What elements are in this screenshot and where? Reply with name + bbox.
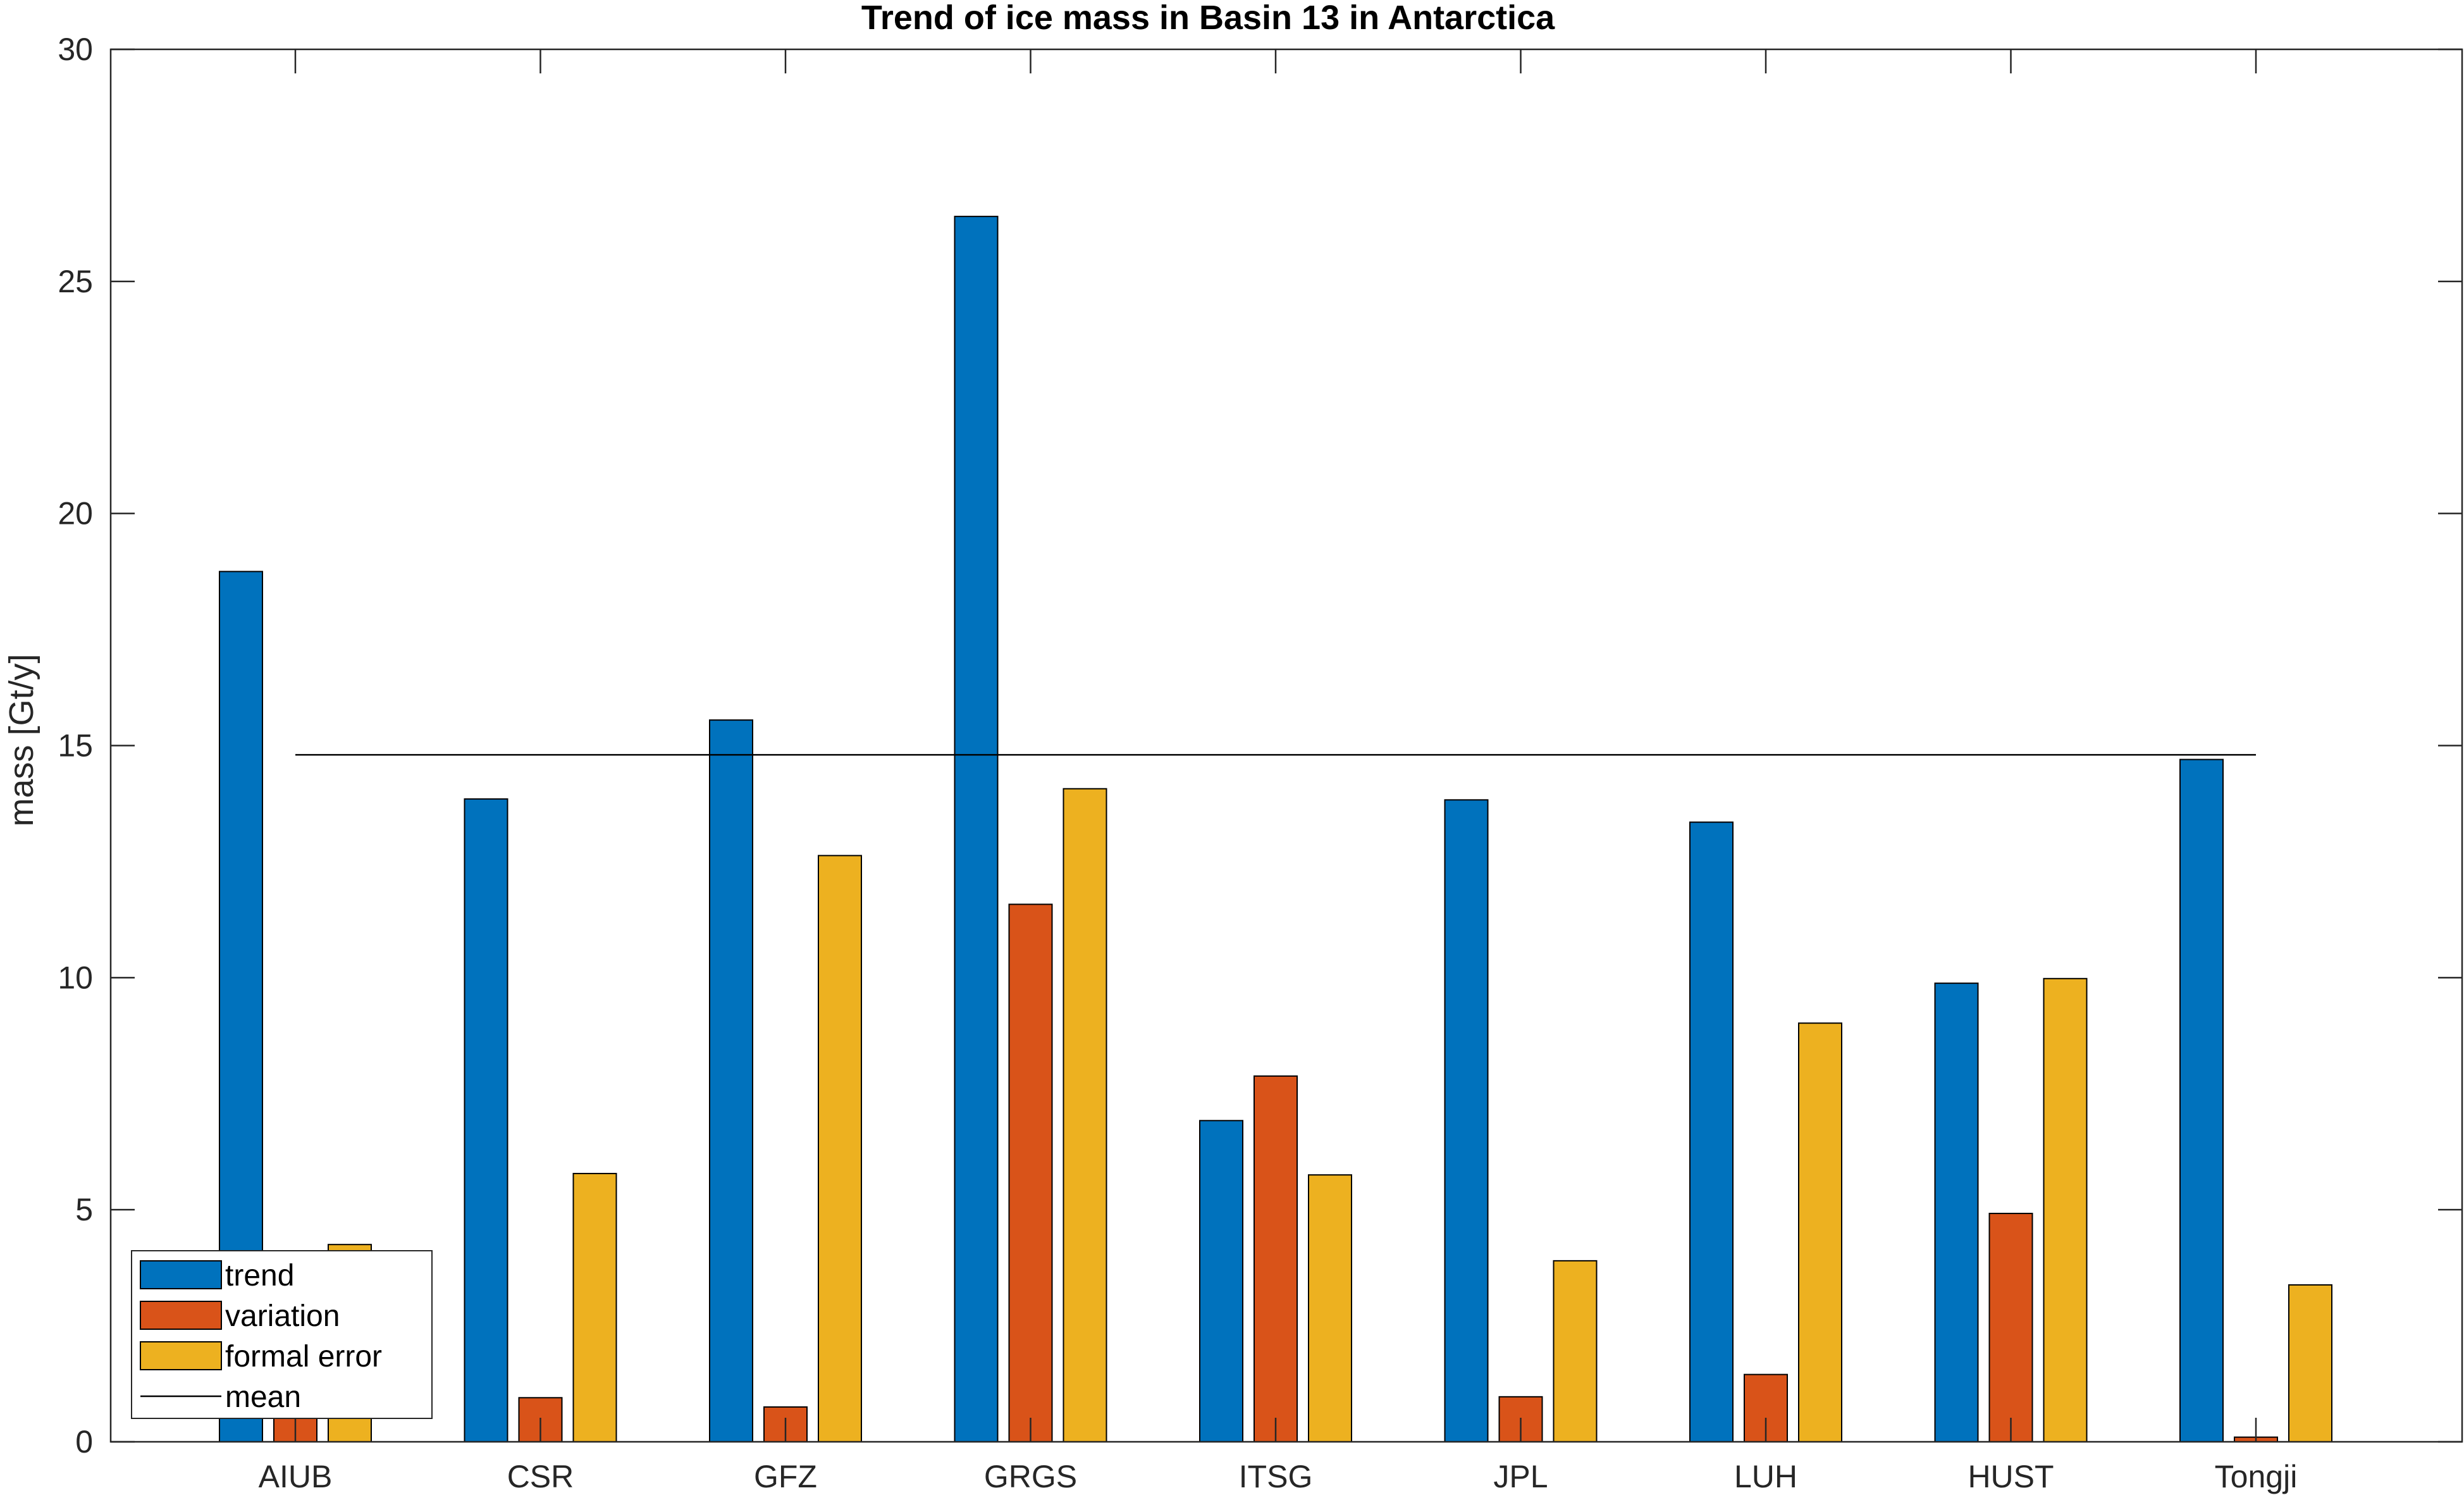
y-tick-label: 5 [75,1192,93,1227]
bars-group [219,216,2332,1443]
legend-label-variation: variation [225,1299,340,1333]
axes-group: 0 5 10 15 20 25 30 AIUB CSR GFZ GRGS ITSG JPL LUH HUST… [58,32,2463,1494]
bar-trend-itsg [1199,1120,1243,1442]
y-tick-label: 20 [58,496,93,531]
x-tick-label-grgs: GRGS [984,1459,1077,1494]
bar-trend-gfz [709,719,753,1442]
chart-title: Trend of ice mass in Basin 13 in Antarct… [861,0,1555,37]
legend: trend variation formal error mean [131,1250,433,1419]
x-tick-label-aiub: AIUB [259,1459,333,1494]
y-tick-label: 15 [58,728,93,764]
y-axis-label: mass [Gt/y] [3,654,40,826]
y-tick-label: 0 [75,1424,93,1460]
bar-formal-error-gfz [818,855,862,1442]
legend-label-trend: trend [225,1259,294,1292]
bar-formal-error-grgs [1063,788,1107,1442]
legend-label-formal-error: formal error [225,1340,382,1373]
y-tick-label: 10 [58,960,93,995]
x-tick-label-gfz: GFZ [754,1459,817,1494]
bar-formal-error-jpl [1553,1260,1598,1442]
bar-formal-error-itsg [1308,1174,1352,1443]
x-tick-label-tongji: Tongji [2215,1459,2298,1494]
bar-variation-hust [1988,1213,2033,1442]
x-tick-label-itsg: ITSG [1239,1459,1313,1494]
y-tick-label: 30 [58,32,93,67]
y-tick-label: 25 [58,264,93,299]
bar-formal-error-luh [1798,1022,1842,1442]
x-tick-label-csr: CSR [507,1459,574,1494]
bar-formal-error-csr [572,1172,617,1442]
bar-variation-itsg [1254,1075,1298,1443]
bar-trend-grgs [954,216,999,1442]
x-tick-label-jpl: JPL [1493,1459,1548,1494]
bar-trend-jpl [1444,799,1489,1442]
legend-swatch-formal-error [140,1341,222,1370]
bar-trend-hust [1934,982,1979,1442]
legend-swatch-trend [140,1260,222,1289]
bar-trend-luh [1689,821,1734,1443]
legend-swatch-variation [140,1301,222,1330]
bar-trend-tongji [2179,759,2224,1442]
bar-variation-grgs [1008,903,1053,1442]
legend-label-mean: mean [225,1380,301,1414]
x-tick-label-luh: LUH [1734,1459,1797,1494]
bar-formal-error-tongji [2288,1284,2332,1442]
bar-formal-error-hust [2043,977,2088,1442]
x-tick-label-hust: HUST [1968,1459,2054,1494]
bar-trend-csr [464,798,508,1443]
